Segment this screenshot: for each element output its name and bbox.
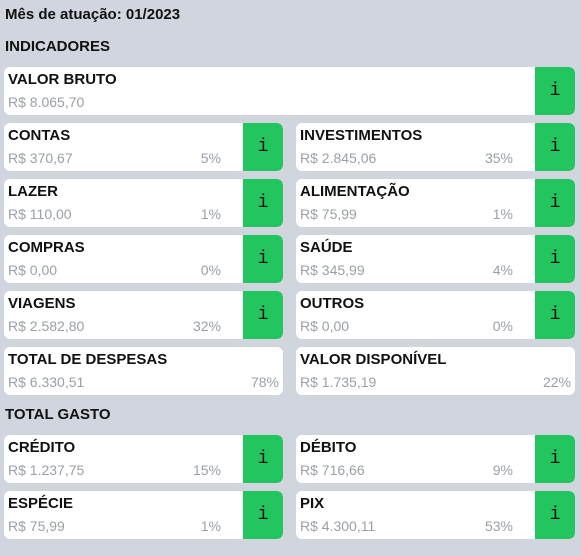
card-percent: 32% — [192, 318, 221, 334]
info-button[interactable]: i — [243, 491, 283, 539]
info-icon: i — [257, 249, 269, 269]
info-button[interactable]: i — [535, 67, 575, 115]
info-icon: i — [257, 505, 269, 525]
card-label: TOTAL DE DESPESAS — [8, 351, 168, 368]
section-title-total-gasto: TOTAL GASTO — [5, 406, 111, 423]
card-valor-disponivel: VALOR DISPONÍVEL R$ 1.735,19 22% — [296, 347, 575, 395]
card-label: SAÚDE — [300, 239, 353, 256]
card-label: VALOR BRUTO — [8, 71, 117, 88]
info-icon: i — [257, 193, 269, 213]
card-value: R$ 75,99 — [300, 206, 357, 222]
card-percent: 9% — [492, 462, 513, 478]
card-percent: 5% — [200, 150, 221, 166]
card-value: R$ 4.300,11 — [300, 518, 376, 534]
info-button[interactable]: i — [535, 291, 575, 339]
card-credito: CRÉDITO R$ 1.237,75 15% i — [4, 435, 283, 483]
card-label: VALOR DISPONÍVEL — [300, 351, 447, 368]
info-button[interactable]: i — [535, 491, 575, 539]
card-contas: CONTAS R$ 370,67 5% i — [4, 123, 283, 171]
card-percent: 15% — [192, 462, 221, 478]
info-button[interactable]: i — [535, 435, 575, 483]
card-value: R$ 2.845,06 — [300, 150, 377, 166]
card-label: ESPÉCIE — [8, 495, 74, 512]
info-button[interactable]: i — [535, 179, 575, 227]
card-value: R$ 1.735,19 — [300, 374, 377, 390]
info-icon: i — [257, 137, 269, 157]
card-debito: DÉBITO R$ 716,66 9% i — [296, 435, 575, 483]
card-label: CRÉDITO — [8, 439, 76, 456]
info-icon: i — [549, 305, 561, 325]
card-lazer: LAZER R$ 110,00 1% i — [4, 179, 283, 227]
card-percent: 0% — [492, 318, 513, 334]
info-icon: i — [549, 249, 561, 269]
info-icon: i — [549, 137, 561, 157]
card-percent: 35% — [484, 150, 513, 166]
card-label: ALIMENTAÇÃO — [300, 183, 410, 200]
info-button[interactable]: i — [243, 179, 283, 227]
card-viagens: VIAGENS R$ 2.582,80 32% i — [4, 291, 283, 339]
info-icon: i — [549, 193, 561, 213]
card-label: OUTROS — [300, 295, 365, 312]
card-label: INVESTIMENTOS — [300, 127, 423, 144]
card-outros: OUTROS R$ 0,00 0% i — [296, 291, 575, 339]
info-button[interactable]: i — [243, 235, 283, 283]
card-compras: COMPRAS R$ 0,00 0% i — [4, 235, 283, 283]
card-investimentos: INVESTIMENTOS R$ 2.845,06 35% i — [296, 123, 575, 171]
card-alimentacao: ALIMENTAÇÃO R$ 75,99 1% i — [296, 179, 575, 227]
card-percent: 4% — [492, 262, 513, 278]
info-icon: i — [549, 81, 561, 101]
card-label: VIAGENS — [8, 295, 76, 312]
month-label: Mês de atuação: 01/2023 — [5, 6, 181, 23]
card-percent: 1% — [200, 518, 221, 534]
info-button[interactable]: i — [243, 291, 283, 339]
card-value: R$ 370,67 — [8, 150, 73, 166]
card-value: R$ 1.237,75 — [8, 462, 85, 478]
card-percent: 1% — [200, 206, 221, 222]
card-percent: 1% — [492, 206, 513, 222]
info-button[interactable]: i — [535, 235, 575, 283]
card-valor-bruto: VALOR BRUTO R$ 8.065,70 i — [4, 67, 575, 115]
card-value: R$ 75,99 — [8, 518, 65, 534]
card-percent: 78% — [250, 374, 279, 390]
card-percent: 0% — [200, 262, 221, 278]
card-total-despesas: TOTAL DE DESPESAS R$ 6.330,51 78% — [4, 347, 283, 395]
card-value: R$ 6.330,51 — [8, 374, 85, 390]
info-button[interactable]: i — [243, 123, 283, 171]
info-icon: i — [257, 305, 269, 325]
card-value: R$ 0,00 — [8, 262, 58, 278]
info-icon: i — [549, 449, 561, 469]
card-value: R$ 0,00 — [300, 318, 350, 334]
card-value: R$ 345,99 — [300, 262, 365, 278]
section-title-indicators: INDICADORES — [5, 38, 111, 55]
card-label: DÉBITO — [300, 439, 357, 456]
info-button[interactable]: i — [243, 435, 283, 483]
card-value: R$ 8.065,70 — [8, 94, 85, 110]
card-percent: 22% — [542, 374, 571, 390]
card-label: PIX — [300, 495, 325, 512]
card-value: R$ 2.582,80 — [8, 318, 85, 334]
card-value: R$ 716,66 — [300, 462, 365, 478]
info-icon: i — [257, 449, 269, 469]
info-button[interactable]: i — [535, 123, 575, 171]
card-label: COMPRAS — [8, 239, 85, 256]
card-pix: PIX R$ 4.300,11 53% i — [296, 491, 575, 539]
card-label: CONTAS — [8, 127, 71, 144]
card-especie: ESPÉCIE R$ 75,99 1% i — [4, 491, 283, 539]
card-saude: SAÚDE R$ 345,99 4% i — [296, 235, 575, 283]
card-label: LAZER — [8, 183, 58, 200]
info-icon: i — [549, 505, 561, 525]
card-percent: 53% — [484, 518, 513, 534]
card-value: R$ 110,00 — [8, 206, 72, 222]
